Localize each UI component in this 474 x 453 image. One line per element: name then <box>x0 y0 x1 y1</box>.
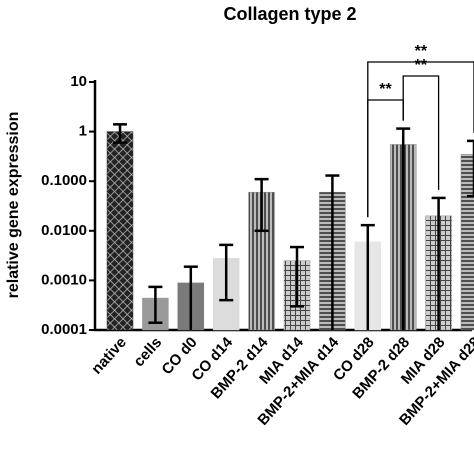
y-tick-label: 0.0001 <box>41 321 87 338</box>
significance-bracket <box>367 99 404 218</box>
bar <box>106 131 134 331</box>
significance-bracket <box>402 75 440 190</box>
significance-label: ** <box>415 57 428 74</box>
significance-label: ** <box>379 81 392 98</box>
y-tick-label: 10 <box>70 73 87 90</box>
chart-title: Collagen type 2 <box>223 4 356 24</box>
y-tick-label: 0.0010 <box>41 271 87 288</box>
y-tick-label: 0.0100 <box>41 222 87 239</box>
bar <box>460 153 474 331</box>
y-tick-label: 1 <box>79 123 87 140</box>
significance-label: ** <box>415 43 428 60</box>
y-tick-label: 0.1000 <box>41 172 87 189</box>
y-axis-label: relative gene expression <box>5 112 22 299</box>
x-tick-label: native <box>88 334 130 378</box>
